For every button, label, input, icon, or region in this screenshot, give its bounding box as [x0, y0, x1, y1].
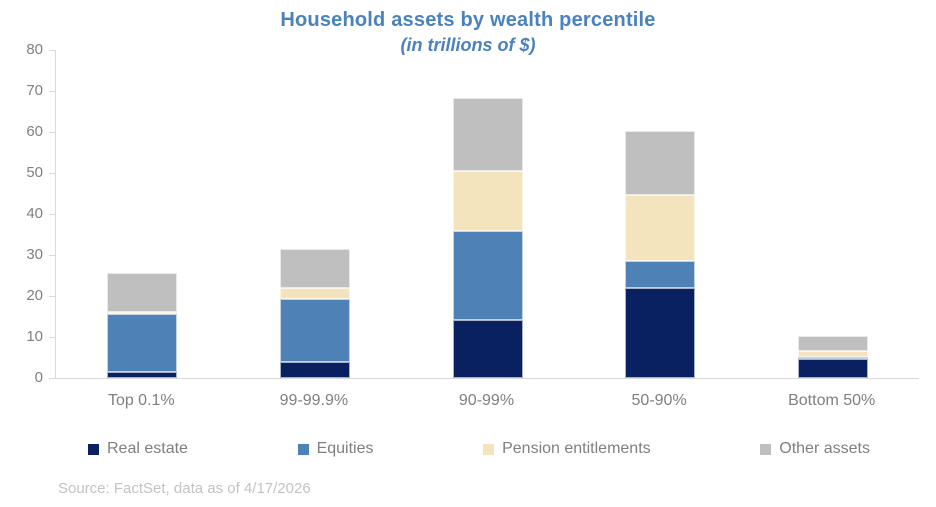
y-axis-tick — [49, 254, 55, 256]
x-axis-label: 50-90% — [631, 392, 687, 409]
bar-segment-pension-entitlements — [279, 288, 350, 299]
y-axis-label: 80 — [26, 41, 43, 59]
bar-50-90- — [625, 130, 696, 378]
legend-item-real-estate: Real estate — [88, 440, 188, 458]
y-axis-label: 30 — [26, 246, 43, 264]
bar-segment-equities — [107, 314, 178, 372]
bar-segment-other-assets — [107, 273, 178, 312]
legend-label: Equities — [316, 440, 374, 457]
bar-segment-real-estate — [625, 287, 696, 378]
bar-segment-real-estate — [107, 371, 178, 378]
y-axis-label: 10 — [26, 328, 43, 346]
y-axis-label: 0 — [34, 369, 43, 387]
bar-segment-pension-entitlements — [625, 194, 696, 261]
chart-title: Household assets by wealth percentile — [280, 9, 656, 31]
bar-segment-pension-entitlements — [797, 351, 868, 358]
y-axis-tick — [49, 172, 55, 174]
bar-segment-other-assets — [452, 98, 523, 171]
legend-swatch-icon — [88, 443, 99, 455]
y-axis-tick — [49, 49, 55, 51]
x-axis-label: 99-99.9% — [279, 392, 349, 409]
bar-segment-real-estate — [279, 361, 350, 378]
legend: Real estate Equities Pension entitlements O… — [88, 440, 870, 458]
legend-swatch-icon — [760, 443, 772, 455]
x-axis-label: Top 0.1% — [107, 392, 175, 409]
y-axis-tick — [49, 336, 55, 338]
y-axis-tick — [49, 295, 55, 297]
legend-label: Other assets — [779, 440, 870, 457]
legend-swatch-icon — [297, 443, 309, 455]
bar-segment-equities — [625, 260, 696, 288]
x-axis: Top 0.1% 99-99.9% 90-99% 50-90% Bottom 50% — [55, 392, 918, 414]
bar-99-99-9- — [279, 249, 350, 378]
plot-area: 0 10 20 30 40 50 60 70 80 — [26, 41, 919, 386]
y-axis-label: 20 — [26, 287, 43, 305]
bar-segment-equities — [452, 230, 523, 320]
legend-label: Pension entitlements — [502, 440, 651, 457]
bar-segment-equities — [279, 298, 350, 362]
bar-segment-other-assets — [625, 130, 696, 195]
legend-item-equities: Equities — [297, 440, 374, 458]
y-axis-label: 50 — [26, 164, 43, 182]
y-axis-tick — [49, 377, 55, 379]
bar-bottom-50- — [797, 335, 868, 378]
source-note: Source: FactSet, data as of 4/17/2026 — [58, 480, 311, 497]
legend-swatch-icon — [483, 443, 495, 455]
bar-segment-real-estate — [452, 319, 523, 378]
chart-subtitle: (in trillions of $) — [400, 35, 536, 55]
y-axis-label: 60 — [26, 123, 43, 141]
y-axis-label: 70 — [26, 82, 43, 100]
bar-segment-real-estate — [797, 359, 868, 378]
y-axis-label: 40 — [26, 205, 43, 223]
bar-segment-pension-entitlements — [107, 311, 178, 315]
y-axis-tick — [49, 131, 55, 133]
legend-label: Real estate — [107, 440, 188, 457]
legend-item-other-assets: Other assets — [760, 440, 870, 458]
bar-segment-pension-entitlements — [452, 170, 523, 231]
x-axis-label: 90-99% — [458, 392, 515, 409]
x-axis-label: Bottom 50% — [788, 392, 876, 409]
bar-segment-equities — [797, 357, 868, 360]
bar-90-99- — [452, 98, 523, 378]
y-axis-tick — [49, 213, 55, 215]
y-axis-tick — [49, 90, 55, 92]
bar-segment-other-assets — [797, 335, 868, 352]
bar-segment-other-assets — [279, 249, 350, 289]
bar-top-0-1- — [107, 273, 178, 378]
legend-item-pension-entitlements: Pension entitlements — [483, 440, 651, 458]
